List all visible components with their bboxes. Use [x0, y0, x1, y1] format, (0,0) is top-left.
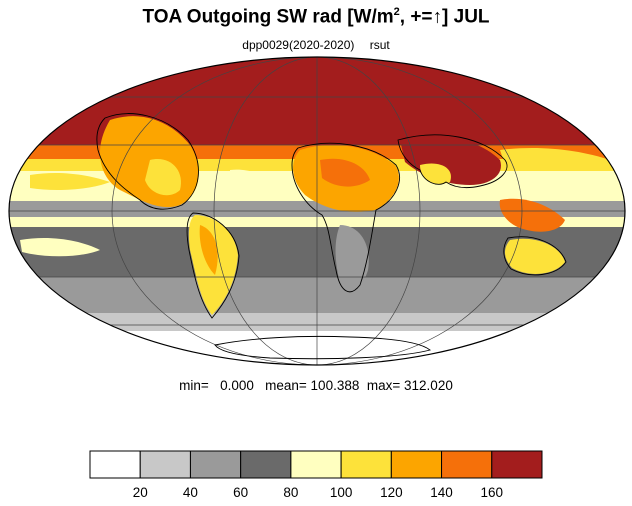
maritime-continent-patch	[499, 198, 565, 232]
variable-label: rsut	[369, 38, 390, 52]
colorbar-boxes	[89, 450, 543, 479]
australia-patch	[504, 238, 565, 274]
colorbar-box-8	[491, 450, 543, 479]
south-pacific-patch	[20, 238, 100, 257]
sahara-core-patch	[320, 158, 370, 187]
max-value: 312.020	[404, 378, 453, 393]
colorbar-tick-label: 80	[283, 485, 299, 500]
coastlines	[96, 113, 567, 360]
colorbar-tick-label: 20	[132, 485, 148, 500]
colorbar-box-2	[189, 450, 242, 479]
min-value: 0.000	[220, 378, 254, 393]
map-border	[8, 56, 626, 366]
north-america-inner-patch	[145, 159, 181, 196]
colorbar-box-5	[340, 450, 392, 479]
colorbar-tick-label: 60	[233, 485, 249, 500]
south-africa-patch	[335, 225, 369, 294]
graticule	[9, 57, 625, 365]
india-patch	[420, 163, 451, 185]
colorbar-tick-label: 40	[182, 485, 198, 500]
colorbar-tick-label: 120	[380, 485, 403, 500]
colorbar-box-4	[290, 450, 342, 479]
colorbar-box-6	[390, 450, 443, 479]
north-pacific-patch	[500, 148, 610, 170]
up-arrow-icon: ↑	[432, 6, 443, 28]
colorbar-box-0	[89, 450, 141, 479]
map-subtitle: dpp0029(2020-2020) rsut	[0, 38, 632, 52]
colorbar-box-1	[139, 450, 191, 479]
colorbar-box-7	[441, 450, 493, 479]
colorbar-tick-label: 140	[430, 485, 453, 500]
field-statistics: min= 0.000 mean= 100.388 max= 312.020	[179, 378, 453, 393]
south-america-inner-patch	[199, 225, 218, 275]
mollweide-map	[8, 56, 626, 366]
north-atlantic-patch	[230, 169, 270, 188]
colorbar-tick-label: 100	[329, 485, 353, 500]
colorbar-tick-label: 160	[480, 485, 504, 500]
map-title: TOA Outgoing SW rad [W/m2, +=↑] JUL	[142, 6, 490, 28]
pacific-north-patch	[30, 172, 110, 190]
mean-value: 100.388	[310, 378, 360, 393]
colorbar-box-3	[240, 450, 292, 479]
case-label: dpp0029(2020-2020)	[242, 38, 355, 52]
